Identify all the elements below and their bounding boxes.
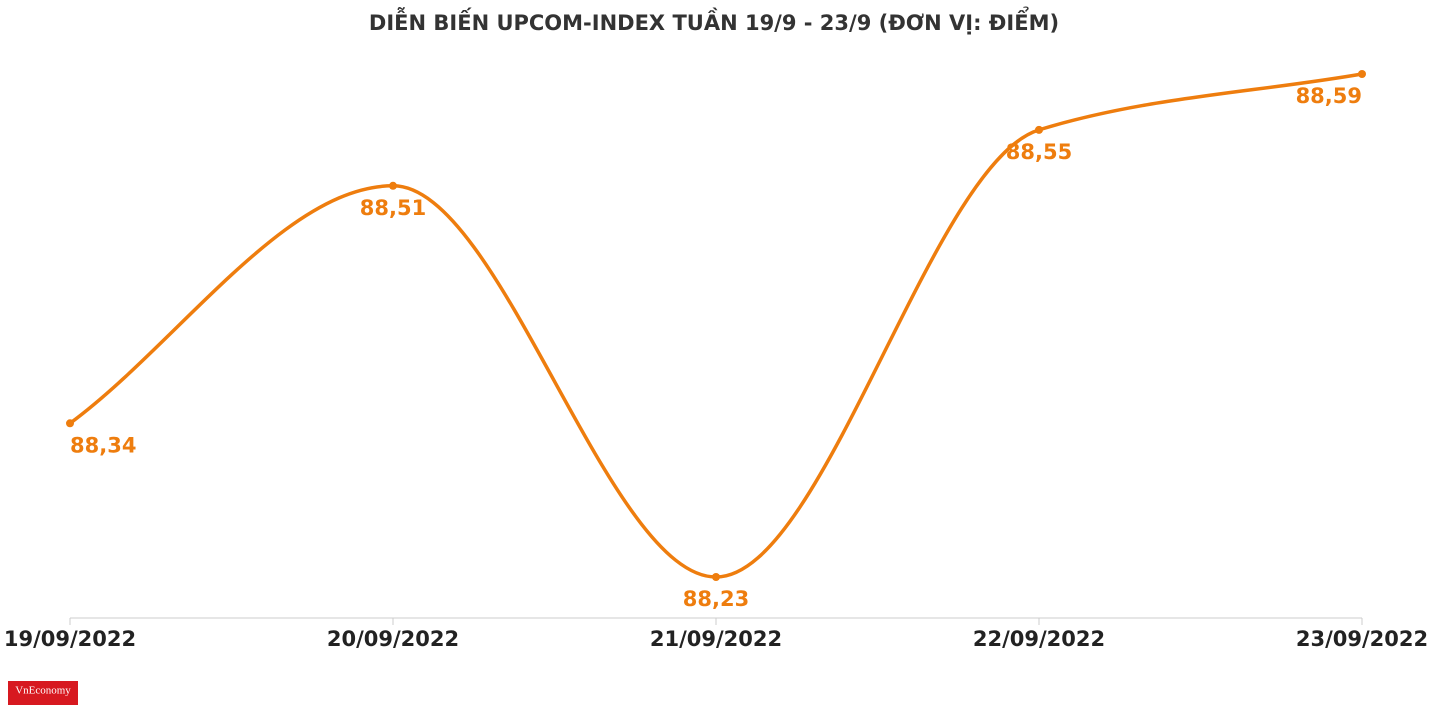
chart-title: DIỄN BIẾN UPCOM-INDEX TUẦN 19/9 - 23/9 (… xyxy=(369,7,1059,35)
value-label: 88,55 xyxy=(1006,140,1072,164)
x-tick-label: 22/09/2022 xyxy=(973,627,1105,651)
value-label: 88,23 xyxy=(683,587,749,611)
x-tick-label: 23/09/2022 xyxy=(1296,627,1428,651)
point xyxy=(1035,125,1043,134)
x-tick-label: 20/09/2022 xyxy=(327,627,459,651)
point xyxy=(1358,70,1366,78)
value-label: 88,59 xyxy=(1296,84,1362,108)
logo-box xyxy=(8,681,78,705)
x-tick-label: 21/09/2022 xyxy=(650,627,782,651)
value-label: 88,34 xyxy=(70,433,136,457)
line xyxy=(68,72,1363,579)
point xyxy=(712,573,720,581)
value-label: 88,51 xyxy=(360,196,426,220)
point xyxy=(389,181,397,190)
logo: VnEconomy xyxy=(15,685,71,697)
x-tick-label: 19/09/2022 xyxy=(4,627,136,651)
point xyxy=(66,419,74,428)
